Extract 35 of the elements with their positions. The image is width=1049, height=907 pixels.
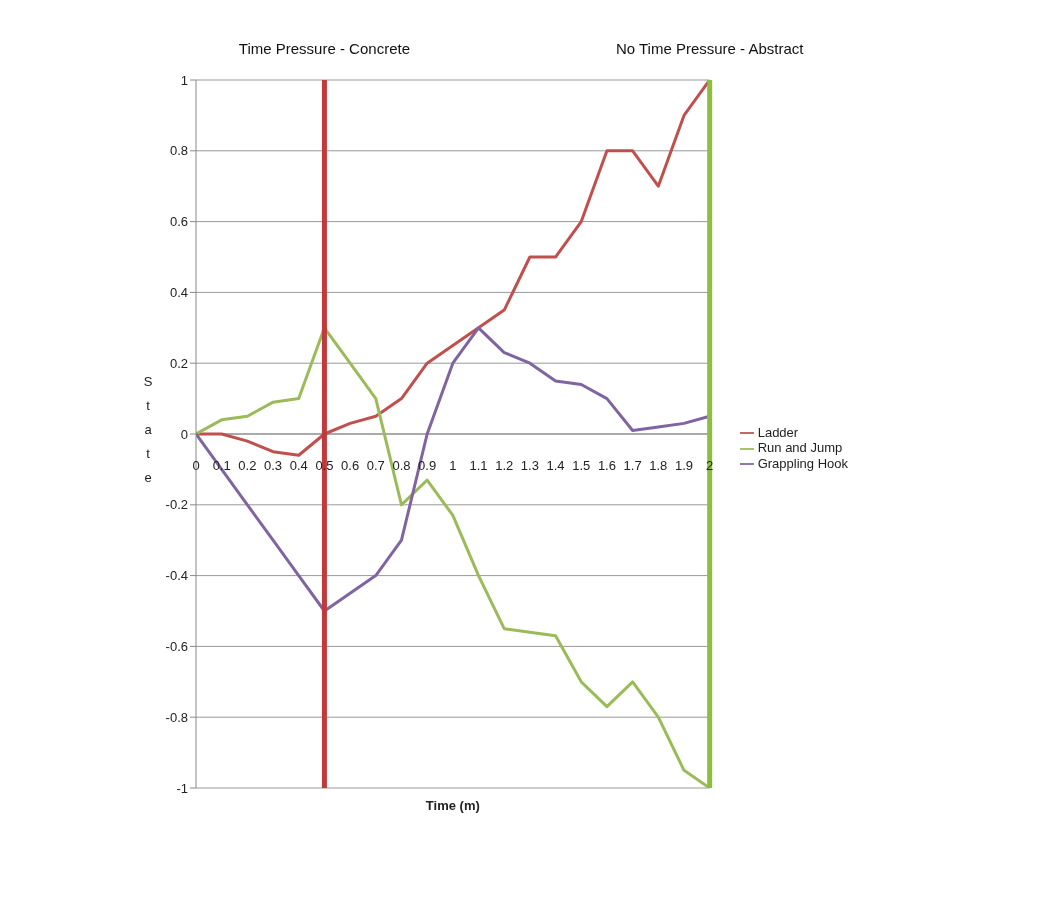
x-tick-label: 1.5 bbox=[572, 458, 591, 473]
y-tick-label: -0.8 bbox=[165, 709, 188, 725]
x-tick-label: 1.4 bbox=[546, 458, 565, 473]
x-tick-label: 1.9 bbox=[674, 458, 694, 473]
y-tick-label: 0.4 bbox=[169, 285, 188, 301]
x-tick-label: 1.7 bbox=[623, 458, 642, 473]
x-tick-label: 0.3 bbox=[264, 458, 283, 473]
x-tick-label: 0.4 bbox=[289, 458, 308, 473]
x-tick-label: 1.2 bbox=[495, 458, 514, 473]
x-axis-title: Time (m) bbox=[425, 798, 480, 813]
y-tick-label: -0.2 bbox=[165, 497, 188, 513]
y-tick-label: -1 bbox=[176, 780, 188, 796]
y-tick-label: -0.4 bbox=[165, 568, 188, 584]
x-tick-label: 0 bbox=[192, 458, 200, 473]
y-tick-label: 0.8 bbox=[169, 143, 188, 159]
y-axis-title: State bbox=[143, 374, 153, 485]
x-tick-label: 1.3 bbox=[520, 458, 539, 473]
x-tick-label: 0.6 bbox=[341, 458, 360, 473]
ref-line-label: No Time Pressure - Abstract bbox=[615, 40, 805, 57]
x-tick-label: 0.2 bbox=[238, 458, 257, 473]
y-tick-label: -0.6 bbox=[165, 639, 188, 655]
y-tick-label: 1 bbox=[180, 72, 188, 88]
legend-label: Ladder bbox=[757, 424, 799, 440]
y-tick-label: 0 bbox=[180, 426, 188, 442]
x-tick-label: 1.8 bbox=[649, 458, 668, 473]
x-tick-label: 0.8 bbox=[392, 458, 411, 473]
legend-label: Run and Jump bbox=[757, 440, 843, 456]
x-tick-label: 1.6 bbox=[597, 458, 616, 473]
legend-label: Grappling Hook bbox=[757, 455, 848, 471]
y-tick-label: 0.2 bbox=[169, 355, 188, 371]
ref-line-label: Time Pressure - Concrete bbox=[238, 40, 410, 57]
x-tick-label: 1.1 bbox=[469, 458, 488, 473]
x-tick-label: 0.7 bbox=[366, 458, 385, 473]
y-tick-label: 0.6 bbox=[169, 214, 188, 230]
x-tick-label: 1 bbox=[449, 458, 457, 473]
